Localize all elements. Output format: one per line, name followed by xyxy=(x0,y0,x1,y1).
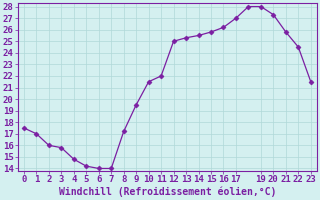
X-axis label: Windchill (Refroidissement éolien,°C): Windchill (Refroidissement éolien,°C) xyxy=(59,187,276,197)
